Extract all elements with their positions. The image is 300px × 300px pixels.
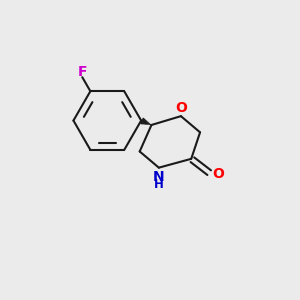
Text: N: N — [153, 170, 165, 184]
Text: O: O — [213, 167, 224, 181]
Text: H: H — [154, 178, 164, 191]
Text: F: F — [77, 65, 87, 80]
Text: O: O — [175, 101, 187, 115]
